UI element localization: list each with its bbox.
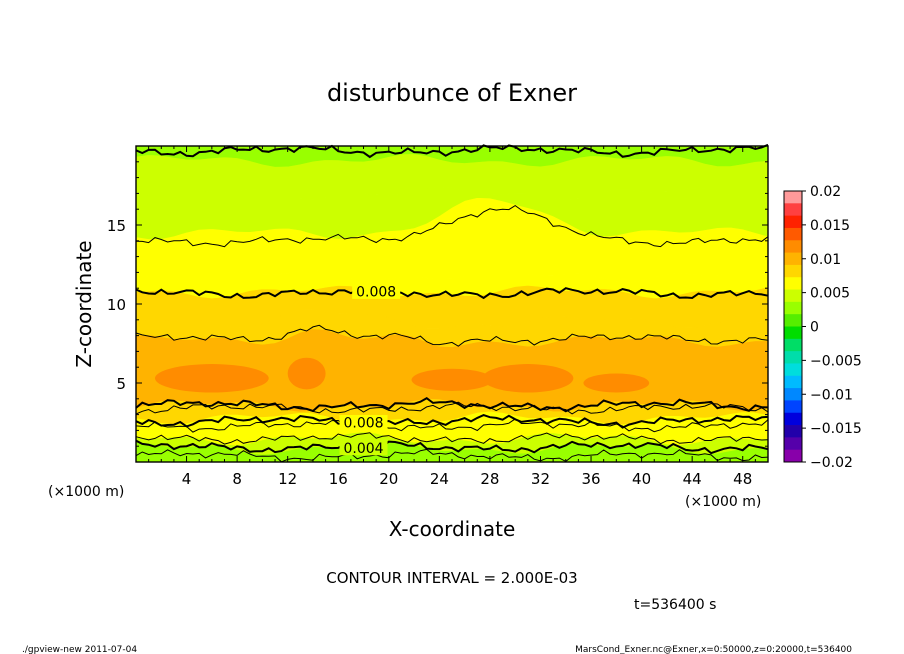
colorbar-tick-label: −0.015	[810, 421, 862, 437]
colorbar-tick-label: 0.02	[810, 184, 841, 200]
x-tick-label: 16	[329, 470, 348, 488]
footer-right: MarsCond_Exner.nc@Exner,x=0:50000,z=0:20…	[575, 645, 852, 654]
x-tick-label: 44	[683, 470, 702, 488]
colorbar-segment	[784, 388, 802, 401]
colorbar-segment	[784, 277, 802, 290]
colorbar-segment	[784, 363, 802, 377]
x-tick-label: 32	[531, 470, 550, 488]
colorbar-tick-label: 0	[810, 320, 819, 336]
contour-line	[135, 432, 769, 445]
contour-lines	[135, 143, 769, 463]
high-value-island	[287, 357, 326, 390]
colorbar-segment	[784, 425, 802, 438]
contour-line	[135, 414, 769, 429]
colorbar-segment	[784, 240, 802, 253]
contour-label: 0.008	[343, 416, 383, 432]
colorbar-segment	[784, 437, 802, 451]
x-tick-label: 36	[581, 470, 600, 488]
colorbar-segment	[784, 338, 802, 352]
y-tick-label: 10	[107, 296, 126, 314]
x-tick-label: 24	[430, 470, 449, 488]
colorbar-tick-label: 0.015	[810, 218, 850, 234]
y-tick-label: 5	[116, 375, 126, 393]
chart-title: disturbunce of Exner	[327, 79, 577, 107]
colorbar-segment	[784, 400, 802, 414]
x-unit-left: (×1000 m)	[48, 484, 124, 500]
colorbar	[784, 191, 802, 463]
y-axis-ticks: 5 10 15	[107, 161, 768, 447]
colorbar-segment	[784, 301, 802, 315]
colorbar-segment	[784, 375, 802, 389]
x-tick-label: 12	[278, 470, 297, 488]
high-value-island	[154, 364, 269, 393]
colorbar-segment	[784, 264, 802, 278]
colorbar-tick-label: −0.01	[810, 387, 853, 403]
orange-islands	[154, 357, 650, 393]
high-value-island	[482, 364, 574, 393]
colorbar-segment	[784, 351, 802, 364]
x-unit-right: (×1000 m)	[685, 494, 761, 510]
contour-labels: 0.008 0.008 0.004	[339, 283, 401, 457]
colorbar-tick-label: 0.01	[810, 252, 841, 268]
contour-label-mask	[339, 415, 388, 430]
x-tick-label: 28	[480, 470, 499, 488]
contour-line	[135, 143, 769, 159]
contour-line	[135, 324, 769, 347]
colorbar-segment	[784, 252, 802, 266]
contour-line	[135, 418, 769, 433]
colorbar-segment	[784, 203, 802, 217]
contour-line	[135, 285, 769, 300]
contour-label: 0.004	[343, 441, 383, 457]
contour-field	[135, 145, 769, 463]
contour-interval: CONTOUR INTERVAL = 2.000E-03	[326, 569, 577, 587]
x-tick-label: 20	[379, 470, 398, 488]
y-tick-label: 15	[107, 217, 126, 235]
contour-line	[135, 439, 769, 455]
contour-line	[135, 397, 769, 413]
colorbar-segment	[784, 449, 802, 463]
contour-label: 0.008	[356, 284, 396, 300]
colorbar-segment	[784, 289, 802, 303]
colorbar-ticks: 0.02 0.015 0.01 0.005 0 −0.005 −0.01 −0.015 −0.0…	[802, 184, 862, 471]
colorbar-segment	[784, 326, 802, 340]
x-tick-label: 8	[232, 470, 242, 488]
x-axis-label: X-coordinate	[389, 517, 516, 541]
time-label: t=536400 s	[634, 597, 716, 613]
high-value-island	[411, 368, 493, 391]
x-axis-ticks: 4 8 12 16 20 24 28 32 36 40 44 48	[148, 146, 756, 488]
contour-label-mask	[339, 440, 388, 456]
x-tick-label: 48	[733, 470, 752, 488]
contour-line	[135, 204, 769, 248]
footer-left: ./gpview-new 2011-07-04	[22, 645, 137, 654]
colorbar-segment	[784, 412, 802, 426]
colorbar-tick-label: 0.005	[810, 286, 850, 302]
contour-label-mask	[352, 283, 401, 299]
colorbar-segment	[784, 215, 802, 229]
colorbar-segment	[784, 227, 802, 241]
contour-line	[135, 401, 769, 415]
x-tick-label: 4	[182, 470, 192, 488]
colorbar-tick-label: −0.02	[810, 455, 853, 471]
contour-line	[135, 448, 769, 463]
colorbar-tick-label: −0.005	[810, 353, 862, 369]
colorbar-segment	[784, 191, 802, 204]
colorbar-segment	[784, 314, 802, 327]
high-value-island	[583, 373, 650, 393]
y-axis-label: Z-coordinate	[72, 240, 96, 367]
x-tick-label: 40	[632, 470, 651, 488]
